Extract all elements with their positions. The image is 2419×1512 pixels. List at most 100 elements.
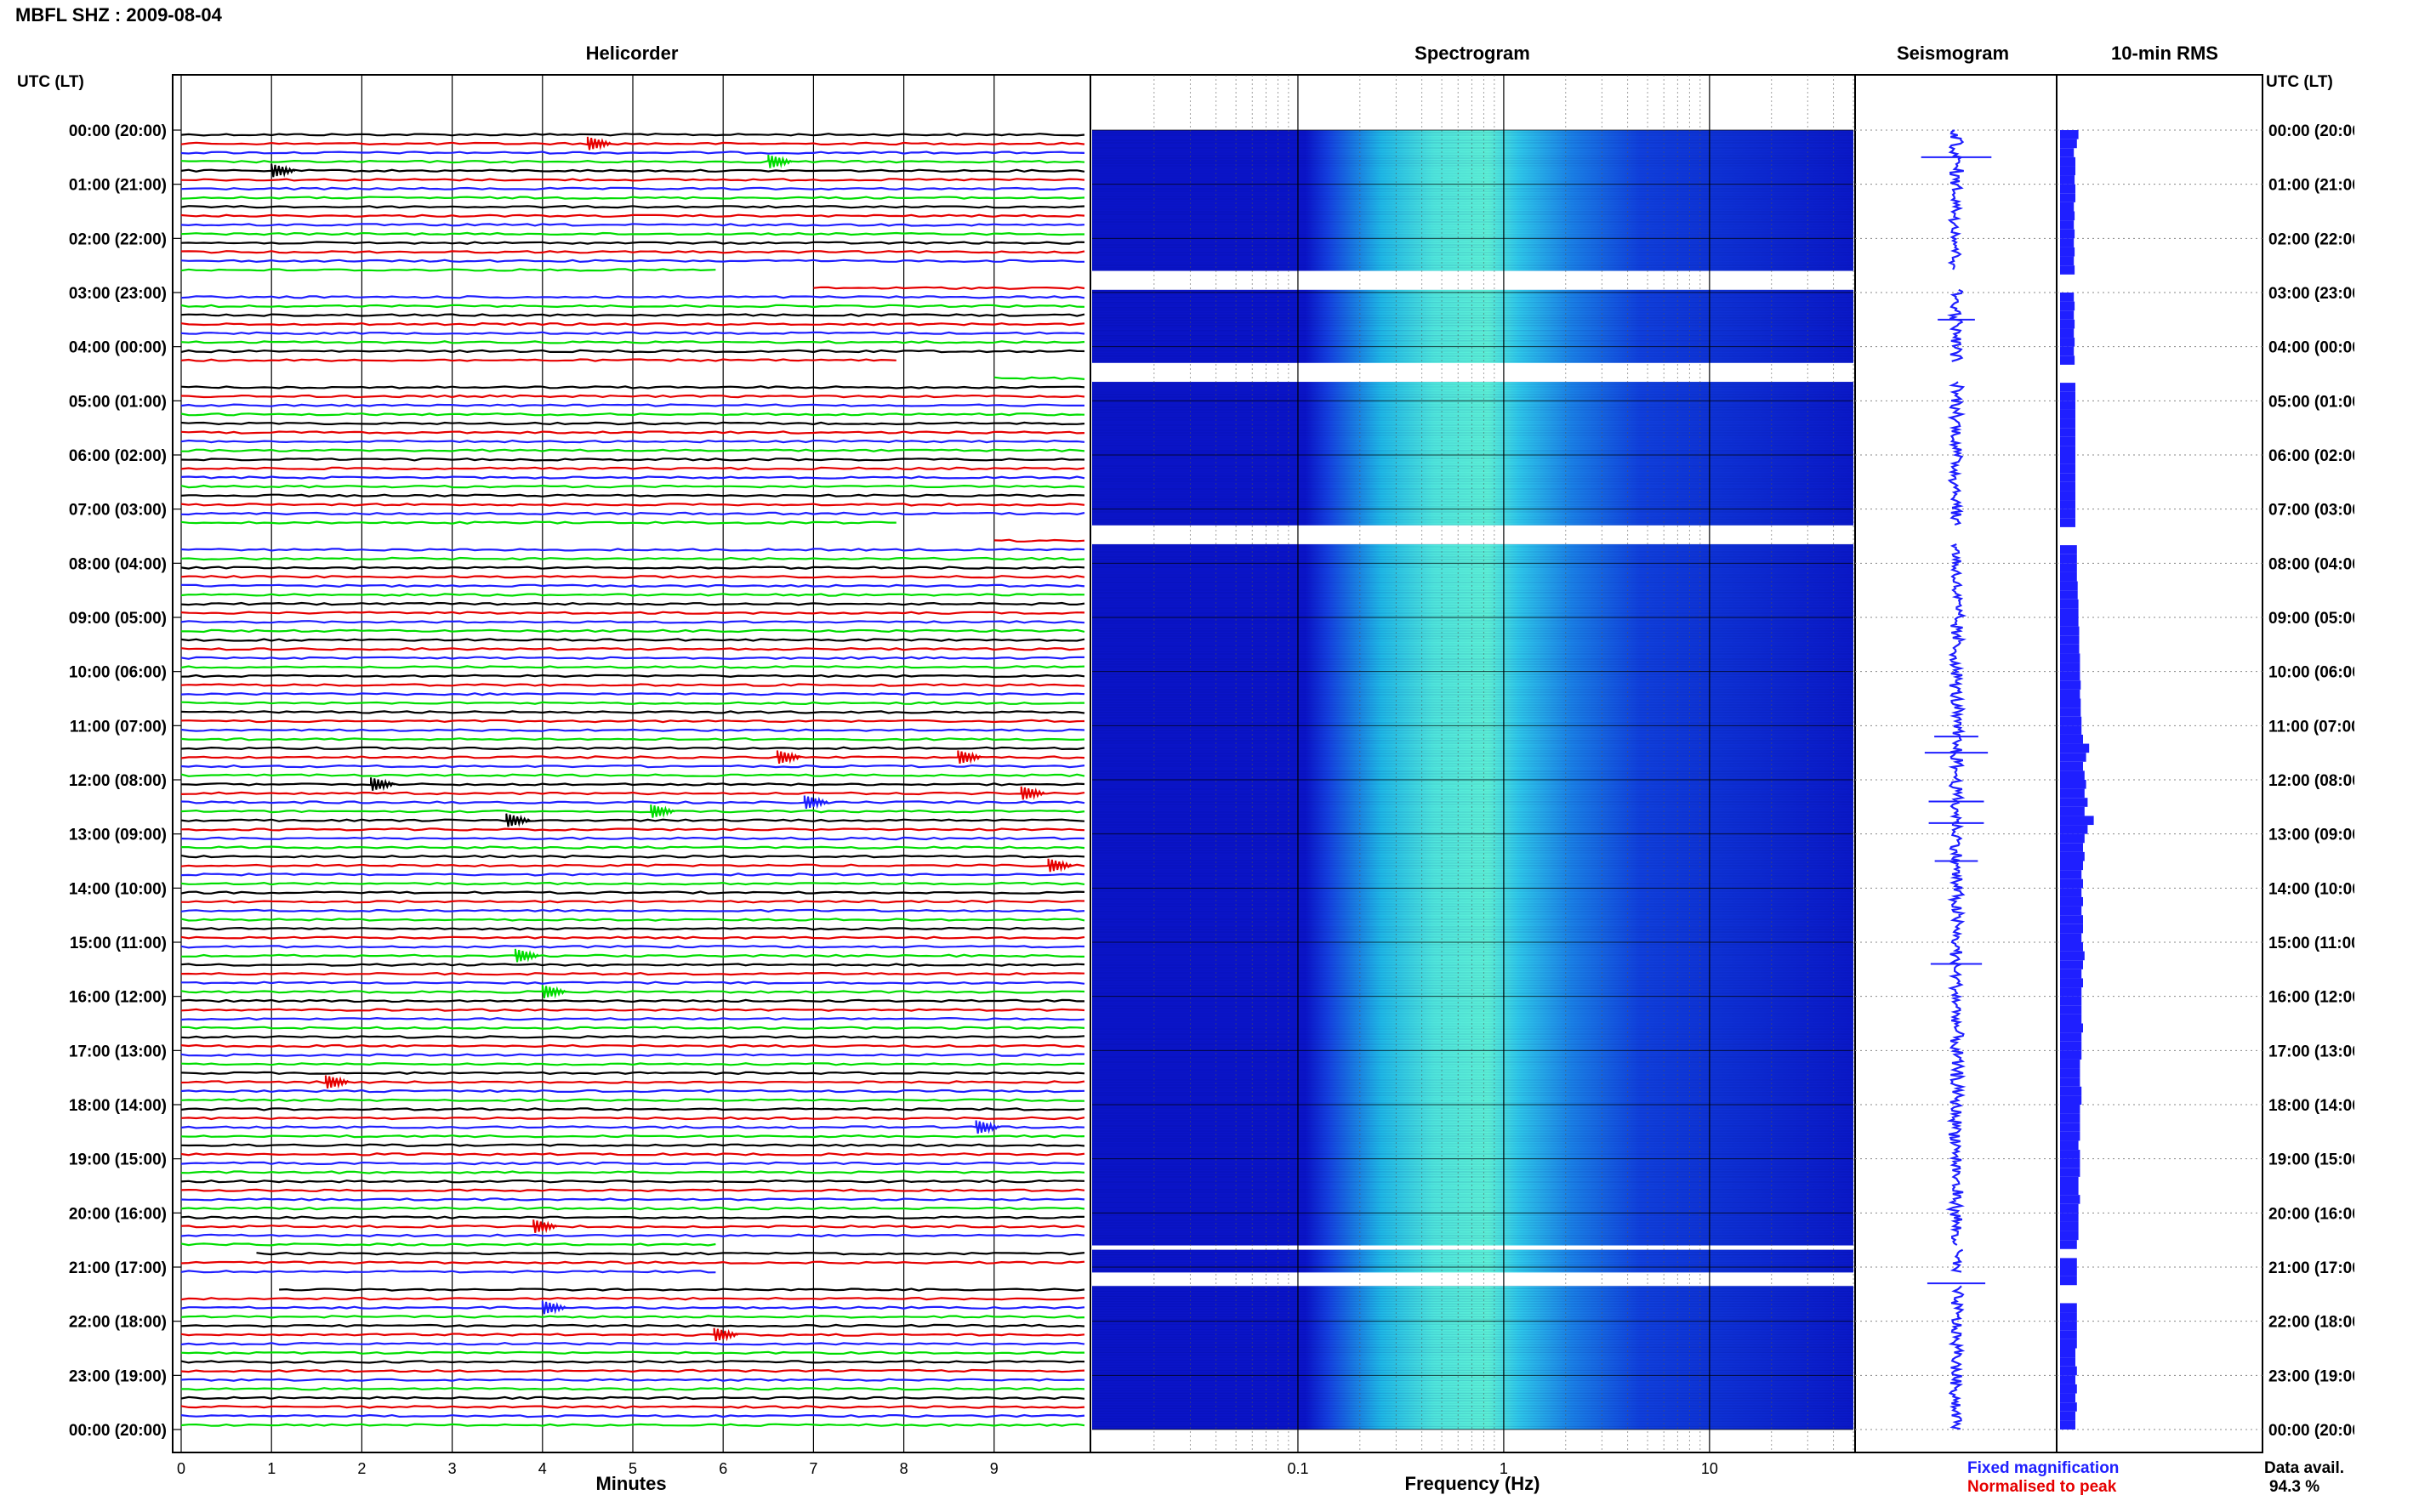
hour-label-left: 13:00 (09:00) [69, 827, 167, 844]
rms-bar [2060, 156, 2075, 167]
helicorder-trace [180, 141, 1085, 146]
rms-bar [2060, 662, 2080, 672]
rms-bar [2060, 563, 2077, 572]
helicorder-trace [180, 1368, 1085, 1373]
helicorder-trace [180, 475, 1085, 480]
helicorder-event [1047, 858, 1073, 873]
rms-bar [2060, 265, 2075, 275]
helicorder-trace [180, 873, 1085, 877]
helicorder-trace [180, 313, 1085, 317]
hour-label-right: 00:00 (20:00) [2268, 1422, 2366, 1440]
helicorder-event [975, 1120, 1001, 1134]
hour-label-right: 09:00 (05:00) [2268, 610, 2366, 628]
rms-bar [2060, 924, 2083, 934]
helicorder-trace [180, 656, 1085, 660]
rms-bar [2060, 1258, 2077, 1267]
helicorder-event [541, 985, 567, 999]
seismogram-trace-segment [1949, 1248, 1964, 1273]
helicorder-trace [180, 638, 1085, 642]
rms-bar [2060, 383, 2075, 392]
helicorder-trace [180, 295, 1085, 299]
helicorder-trace [180, 1161, 1085, 1166]
hour-label-left: 18:00 (14:00) [69, 1097, 167, 1115]
helicorder-trace [180, 755, 1085, 759]
rms-bar [2060, 1231, 2079, 1241]
helicorder-trace [180, 1043, 1085, 1049]
rms-bar [2060, 1113, 2080, 1123]
helicorder-trace [180, 566, 1085, 570]
helicorder-trace [180, 503, 1085, 507]
rms-bar [2060, 608, 2079, 617]
helicorder-trace [181, 845, 1085, 850]
rms-bar [2060, 1185, 2079, 1196]
rms-bar [2060, 256, 2075, 266]
rms-bar [2060, 951, 2085, 961]
helicorder-trace [180, 304, 1085, 309]
helicorder-trace [180, 1395, 1085, 1401]
rms-bar [2060, 843, 2083, 852]
rms-bar [2060, 978, 2083, 988]
rms-bar [2060, 184, 2075, 194]
helicorder-trace [180, 241, 1085, 245]
rms-bar [2060, 554, 2077, 564]
helicorder-trace [180, 990, 1085, 994]
hour-label-left: 11:00 (07:00) [70, 718, 167, 736]
helicorder-trace [180, 646, 1085, 651]
rms-bar [2060, 409, 2075, 419]
rms-bar [2060, 491, 2075, 501]
helicorder-trace [180, 511, 1085, 516]
helicorder-trace [180, 728, 1085, 732]
helicorder-trace [180, 520, 896, 525]
helicorder-trace [180, 250, 1085, 254]
helicorder-trace [180, 764, 1085, 769]
rms-bar [2060, 1150, 2080, 1159]
helicorder-x-tick-label: 2 [357, 1460, 366, 1477]
spectrogram-block [1092, 1286, 1853, 1430]
rms-bar [2060, 418, 2075, 429]
helicorder-x-tick-label: 6 [719, 1460, 727, 1477]
time-axis-label-right: UTC (LT) [2266, 73, 2333, 91]
helicorder-trace [180, 575, 1085, 579]
rms-bar [2060, 391, 2075, 401]
hour-label-right: 17:00 (13:00) [2268, 1043, 2366, 1060]
helicorder-trace [180, 809, 1085, 814]
rms-bar [2060, 148, 2075, 157]
helicorder-trace [180, 259, 1084, 264]
rms-bar [2060, 725, 2082, 735]
rms-bar [2060, 1348, 2075, 1358]
hour-label-right: 19:00 (15:00) [2268, 1151, 2366, 1169]
helicorder-trace [256, 1251, 1085, 1256]
rms-bar [2060, 1077, 2080, 1087]
rms-bar [2060, 1068, 2080, 1078]
rms-bar [2060, 509, 2075, 519]
helicorder-trace [180, 1423, 1085, 1427]
helicorder-trace [180, 1333, 1085, 1337]
rms-bar [2060, 1086, 2082, 1096]
rms-title: 10-min RMS [2111, 43, 2218, 64]
hour-label-right: 15:00 (11:00) [2268, 935, 2365, 952]
helicorder-trace [180, 349, 1085, 354]
hour-label-right: 06:00 (02:00) [2268, 447, 2366, 465]
helicorder-event [514, 948, 540, 963]
rms-bar [2060, 780, 2086, 789]
helicorder-trace [180, 665, 1085, 669]
helicorder-trace [180, 268, 716, 272]
helicorder-trace [180, 168, 1085, 173]
hour-label-right: 23:00 (19:00) [2268, 1367, 2366, 1385]
rms-bar [2060, 1041, 2082, 1051]
rms-bar [2060, 166, 2075, 176]
rms-bar [2060, 401, 2075, 410]
helicorder-trace [180, 998, 1084, 1003]
helicorder-x-tick-label: 3 [448, 1460, 457, 1477]
rms-bar [2060, 1221, 2079, 1231]
rms-bar [2060, 698, 2081, 708]
helicorder-event [586, 136, 612, 151]
helicorder-event [650, 804, 675, 818]
hour-label-right: 08:00 (04:00) [2268, 555, 2366, 573]
seismogram-panel [1854, 74, 2058, 1453]
figure-title: MBFL SHZ : 2009-08-04 [15, 4, 223, 26]
rms-bar [2060, 969, 2082, 979]
hour-label-right: 00:00 (20:00) [2268, 122, 2366, 140]
hour-label-right: 18:00 (14:00) [2268, 1097, 2366, 1115]
seismogram-title: Seismogram [1897, 43, 2009, 64]
